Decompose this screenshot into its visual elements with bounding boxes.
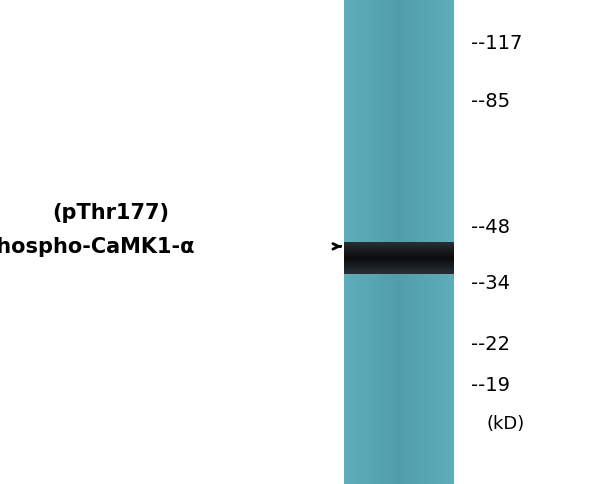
Text: --34: --34: [471, 273, 510, 293]
Text: --85: --85: [471, 92, 510, 111]
Text: --48: --48: [471, 218, 510, 237]
Text: --22: --22: [471, 334, 510, 353]
Text: (pThr177): (pThr177): [52, 203, 170, 223]
Text: (kD): (kD): [486, 414, 525, 433]
Text: Phospho-CaMK1-α: Phospho-CaMK1-α: [0, 237, 195, 257]
Text: --117: --117: [471, 34, 522, 53]
Text: --19: --19: [471, 375, 510, 394]
